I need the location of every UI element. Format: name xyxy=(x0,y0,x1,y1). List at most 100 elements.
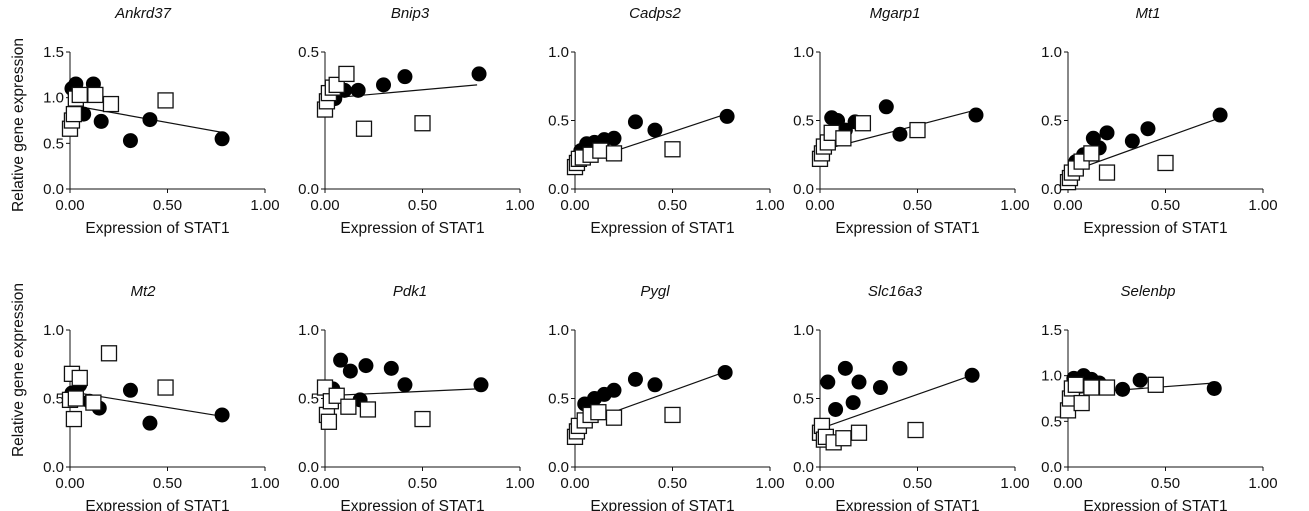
panel-5-x-axis-label: Expression of STAT1 xyxy=(1083,220,1227,237)
panel-6-title: Mt2 xyxy=(130,283,156,300)
panel-8-point-filled xyxy=(717,364,733,380)
panel-10-y-tick-label: 0.0 xyxy=(1041,459,1062,476)
panel-10-point-open xyxy=(1067,376,1084,393)
panel-5-point-filled xyxy=(1140,121,1156,137)
panel-2-x-tick-label: 1.00 xyxy=(505,197,534,214)
panel-8-y-tick-label: 1.0 xyxy=(548,322,569,339)
panel-4-title: Mgarp1 xyxy=(870,5,921,22)
panel-9-x-tick-label: 0.50 xyxy=(903,475,932,492)
panel-9-x-axis-label: Expression of STAT1 xyxy=(835,498,979,511)
panel-1-x-tick-label: 0.00 xyxy=(55,197,84,214)
panel-7-point-open xyxy=(340,398,357,415)
panel-6-point-filled xyxy=(142,415,158,431)
panel-1-x-tick-label: 1.00 xyxy=(250,197,279,214)
panel-7-y-tick-label: 1.0 xyxy=(298,322,319,339)
panel-8-point-open xyxy=(605,409,623,426)
panel-10-x-tick-label: 0.00 xyxy=(1053,475,1082,492)
panel-5-y-tick-label: 0.5 xyxy=(1041,113,1062,130)
panel-9: Slc16a3 0.0 0.5 1.0 0.00 0.50 1.00 Expression o… xyxy=(793,283,1029,511)
panel-7-point-filled xyxy=(333,352,349,368)
panel-9-fit-line xyxy=(819,374,973,430)
panel-2-point-open xyxy=(355,120,373,137)
panel-10-point-open xyxy=(1098,379,1116,396)
panel-7-x-tick-label: 1.00 xyxy=(505,475,534,492)
panel-2-x-tick-label: 0.50 xyxy=(408,197,437,214)
panel-5-point-open xyxy=(1083,145,1100,162)
panel-5-fit-line xyxy=(1067,117,1221,174)
panel-10-y-tick-label: 0.5 xyxy=(1041,413,1062,430)
panel-3-x-tick-label: 0.00 xyxy=(560,197,589,214)
panel-6-x-tick-label: 0.50 xyxy=(153,475,182,492)
panel-5-point-filled xyxy=(1099,125,1115,141)
panel-1-y-tick-label: 1.0 xyxy=(43,90,64,107)
panel-4-point-open xyxy=(854,115,872,132)
panel-6-point-open xyxy=(67,390,84,407)
panel-8-x-tick-label: 0.50 xyxy=(658,475,687,492)
panel-9-y-tick-label: 0.5 xyxy=(793,391,814,408)
panel-5-point-filled xyxy=(1124,133,1140,149)
panel-2: Bnip3 0.0 0.5 0.00 0.50 1.00 Expression of STA… xyxy=(298,5,534,237)
panel-10-point-open xyxy=(1073,394,1090,412)
panel-4-x-axis-label: Expression of STAT1 xyxy=(835,220,979,237)
panel-3-x-tick-label: 0.50 xyxy=(658,197,687,214)
panel-7-y-tick-label: 0.0 xyxy=(298,459,319,476)
panel-4-x-tick-label: 0.00 xyxy=(805,197,834,214)
panel-6: Mt2 0.0 0.5 1.0 0.00 0.50 1.00 Expression of ST… xyxy=(43,283,279,511)
panel-10-point-filled xyxy=(1132,372,1148,388)
panel-2-title: Bnip3 xyxy=(391,5,430,22)
panel-7-x-tick-label: 0.00 xyxy=(310,475,339,492)
panel-4-point-filled xyxy=(968,107,984,123)
panel-4-point-open xyxy=(835,130,852,147)
panel-4: Mgarp1 0.0 0.5 1.0 0.00 0.50 1.00 Expression of… xyxy=(793,5,1029,237)
panel-1-point-open xyxy=(65,105,83,123)
panel-10: Selenbp 0.0 0.5 1.0 1.5 0.00 0.50 1.00 Expressio… xyxy=(1041,283,1277,511)
panel-9-point-open xyxy=(907,421,924,439)
panel-8-point-open xyxy=(590,404,607,421)
panel-4-point-open xyxy=(909,121,926,139)
panel-10-x-tick-label: 0.50 xyxy=(1151,475,1180,492)
panel-2-point-filled xyxy=(376,77,391,93)
panel-8-point-filled xyxy=(647,377,663,393)
panel-7-point-open xyxy=(359,401,377,418)
panel-7-y-tick-label: 0.5 xyxy=(298,391,319,408)
panel-2-y-tick-label: 0.0 xyxy=(298,181,319,198)
panel-2-x-tick-label: 0.00 xyxy=(310,197,339,214)
panel-6-point-filled xyxy=(122,382,138,398)
panel-6-point-open xyxy=(85,394,102,411)
panel-8-x-tick-label: 0.00 xyxy=(560,475,589,492)
panel-8-point-open xyxy=(664,406,681,424)
panel-10-y-tick-label: 1.0 xyxy=(1041,368,1062,385)
panel-4-x-tick-label: 0.50 xyxy=(903,197,932,214)
panel-6-y-tick-label: 1.0 xyxy=(43,322,64,339)
panel-8-y-tick-label: 0.5 xyxy=(548,391,569,408)
panel-1-point-open xyxy=(71,86,88,104)
panel-4-point-filled xyxy=(878,99,894,115)
panel-7-point-filled xyxy=(358,358,374,374)
panel-9-point-filled xyxy=(845,395,861,411)
panel-7-point-filled xyxy=(383,360,399,376)
panel-9-point-filled xyxy=(837,360,853,376)
panel-3-point-open xyxy=(592,142,609,159)
panel-6-y-tick-label: 0.0 xyxy=(43,459,64,476)
panel-7: Pdk1 0.0 0.5 1.0 0.00 0.50 1.00 Expression of S… xyxy=(298,283,534,511)
panel-7-title: Pdk1 xyxy=(393,283,427,300)
panel-9-point-filled xyxy=(964,367,980,383)
panel-6-point-open xyxy=(65,410,83,428)
panel-3-point-filled xyxy=(606,130,622,146)
panel-9-point-filled xyxy=(892,360,908,376)
panel-10-x-tick-label: 1.00 xyxy=(1248,475,1277,492)
panel-6-point-open xyxy=(157,379,174,396)
panel-7-point-open xyxy=(320,413,338,430)
panel-7-x-tick-label: 0.50 xyxy=(408,475,437,492)
panel-2-y-tick-label: 0.5 xyxy=(298,44,319,61)
panel-3-x-axis-label: Expression of STAT1 xyxy=(590,220,734,237)
panel-6-x-tick-label: 1.00 xyxy=(250,475,279,492)
panel-8: Pygl 0.0 0.5 1.0 0.00 0.50 1.00 Expression of S… xyxy=(548,283,784,511)
panel-10-point-filled xyxy=(1115,381,1131,397)
panel-4-y-tick-label: 0.5 xyxy=(793,113,814,130)
panel-3-y-tick-label: 1.0 xyxy=(548,44,569,61)
panel-10-title: Selenbp xyxy=(1120,283,1175,300)
panel-7-point-open xyxy=(414,410,431,428)
y-axis-label-row1: Relative gene expression xyxy=(10,38,27,212)
panel-4-point-filled xyxy=(892,126,908,142)
